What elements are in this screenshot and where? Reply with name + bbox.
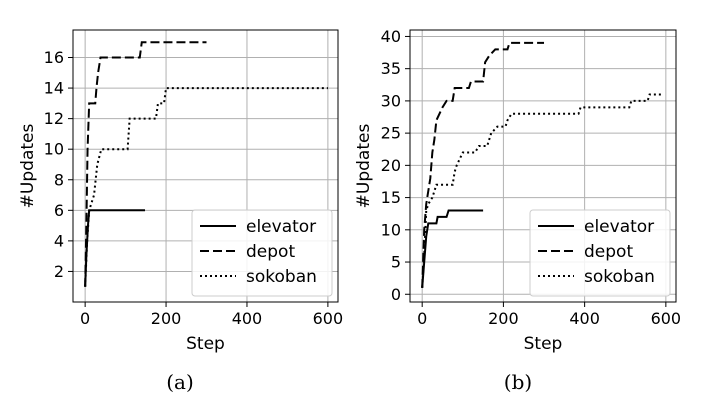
- panel-a: 0 200 400 600 2 4 6 8 10 12 14 16 Step #Updates elevat…: [18, 29, 344, 394]
- chart-1-legend-label-sokoban: sokoban: [584, 267, 655, 287]
- chart-1-ytick-label-8: 40: [381, 27, 401, 46]
- panel-b: 0 200 400 600 0 5 10 15 20 25 30 35 40 Step #Updates el…: [354, 27, 681, 394]
- chart-0-legend: elevator depot sokoban: [191, 209, 333, 297]
- chart-1-ytick-label-7: 35: [381, 59, 401, 78]
- chart-1-xtick-label-2: 400: [569, 309, 600, 328]
- chart-0-xtick-label-2: 400: [232, 309, 263, 328]
- chart-0-xtick-label-0: 0: [80, 309, 90, 328]
- chart-0-xlabel: Step: [186, 334, 225, 354]
- chart-1-ytick-label-1: 5: [391, 253, 401, 272]
- chart-0-legend-label-elevator: elevator: [246, 217, 316, 237]
- chart-1-series-sokoban: [421, 93, 662, 288]
- chart-1-xtick-label-0: 0: [417, 309, 427, 328]
- chart-0-xtick-label-1: 200: [151, 309, 182, 328]
- chart-0-ytick-label-2: 6: [54, 201, 64, 220]
- chart-1-series-elevator: [421, 209, 484, 288]
- chart-1-xtick-label-3: 600: [651, 309, 682, 328]
- chart-0-ytick-label-4: 10: [44, 140, 64, 159]
- chart-1-axes-frame: [409, 29, 677, 303]
- chart-1-caption: (b): [504, 370, 532, 394]
- chart-1-series-depot: [421, 41, 545, 288]
- chart-1-xlabel: Step: [524, 334, 563, 354]
- chart-0-legend-box: [191, 209, 333, 297]
- chart-1-legend: elevator depot sokoban: [529, 209, 671, 297]
- chart-1-ylabel: #Updates: [354, 124, 374, 209]
- chart-0-ytick-label-6: 14: [44, 79, 64, 98]
- chart-0-ylabel: #Updates: [18, 124, 38, 209]
- chart-0-series-sokoban: [84, 87, 328, 287]
- chart-0-caption: (a): [166, 370, 194, 394]
- chart-1-ytick-label-4: 20: [381, 156, 401, 175]
- chart-0-ytick-label-7: 16: [44, 48, 64, 67]
- chart-0-ytick-label-3: 8: [54, 170, 64, 189]
- chart-0-axes-frame: [72, 29, 339, 303]
- chart-1-xtick-label-1: 200: [488, 309, 519, 328]
- chart-0-legend-label-sokoban: sokoban: [246, 267, 317, 287]
- chart-1-ytick-label-3: 15: [381, 188, 401, 207]
- chart-1-ytick-label-5: 25: [381, 124, 401, 143]
- chart-0-legend-label-depot: depot: [246, 242, 295, 262]
- chart-0-ytick-label-5: 12: [44, 109, 64, 128]
- chart-0-ytick-label-1: 4: [54, 231, 64, 250]
- chart-0-ytick-label-0: 2: [54, 262, 64, 281]
- chart-1-legend-label-depot: depot: [584, 242, 633, 262]
- chart-0-series-elevator: [84, 209, 146, 287]
- chart-0-series-depot: [84, 41, 207, 287]
- chart-1-ytick-label-6: 30: [381, 91, 401, 110]
- chart-1-ytick-label-0: 0: [391, 285, 401, 304]
- chart-1-ytick-label-2: 10: [381, 220, 401, 239]
- chart-1-legend-box: [529, 209, 671, 297]
- chart-0-xtick-label-3: 600: [313, 309, 344, 328]
- chart-1-legend-label-elevator: elevator: [584, 217, 654, 237]
